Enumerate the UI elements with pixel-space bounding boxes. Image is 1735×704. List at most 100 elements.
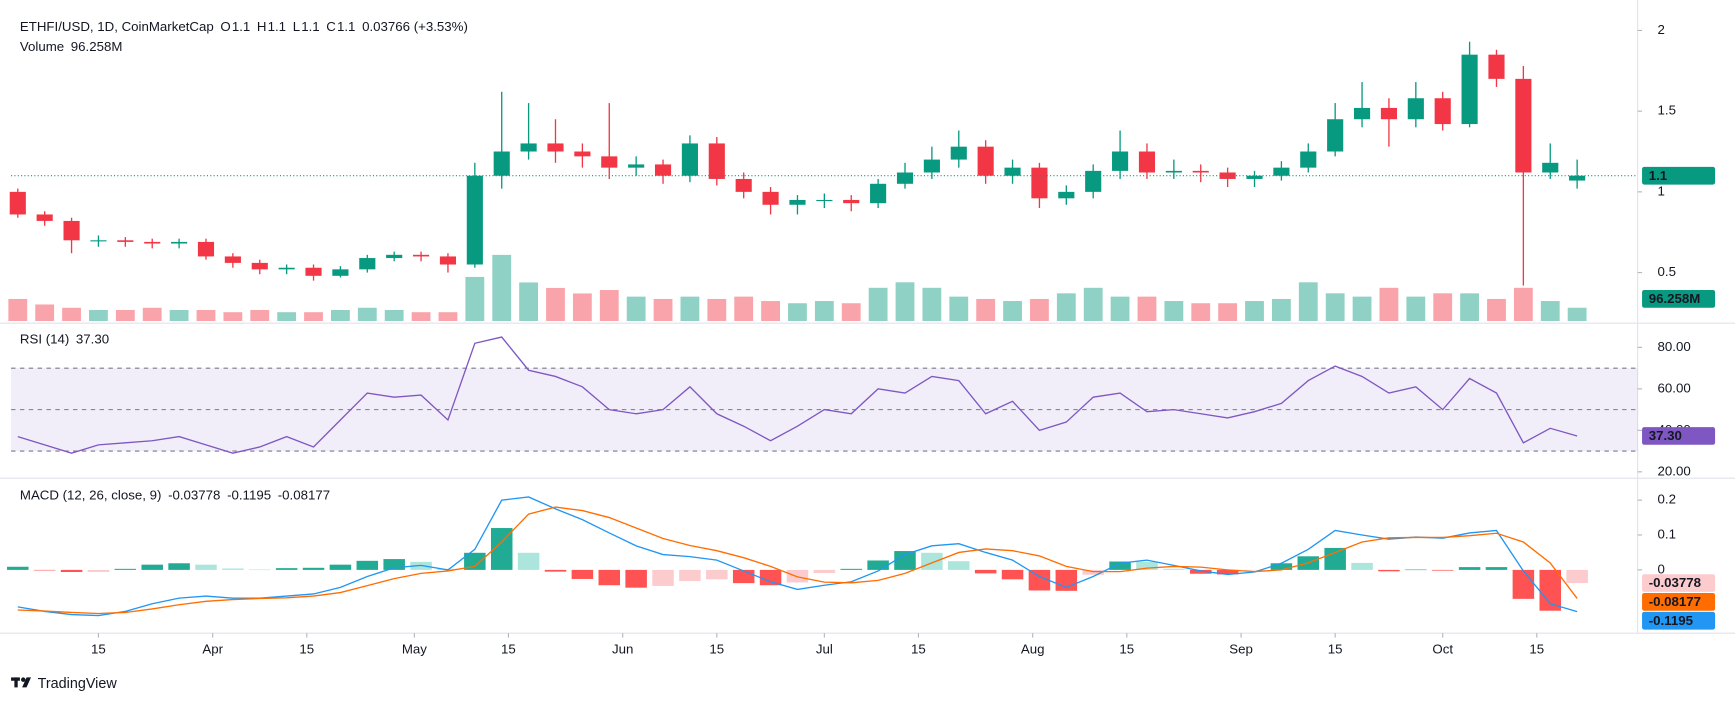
histogram-bar [168,563,190,570]
y-tick-label: 80.00 [1658,339,1691,354]
volume-bar [1245,301,1264,322]
volume-bar [411,312,431,322]
macd-line [17,496,1578,617]
y-tick-label: 0.5 [1658,264,1676,279]
volume-bar [1003,301,1022,322]
histogram-bar [1458,567,1481,570]
candle-body [1112,151,1129,171]
volume-bar [546,287,565,322]
ohlc-value: 1.1 [337,19,355,34]
candle-body [923,159,940,173]
candle-body [1407,98,1424,120]
histogram-bar [249,569,271,571]
volume-title: Volume [20,39,64,54]
volume-bar [895,282,915,322]
histogram-bar [356,560,379,570]
ohlc-key: C [326,19,336,34]
volume-bar [169,309,189,322]
volume-bar [115,309,135,322]
symbol: ETHFI/USD, 1D, CoinMarketCap [20,19,214,34]
y-tick-label: 0 [1658,561,1665,576]
x-tick-label: Sep [1229,641,1253,656]
histogram-bar [517,552,540,570]
volume-bar [8,298,28,322]
volume-bar [572,293,592,322]
volume-value: 96.258M [71,39,123,54]
volume-bar [1460,293,1480,322]
histogram-bar [571,569,594,579]
candle-body [9,191,26,215]
histogram-bar [490,528,513,570]
volume-bar [1379,287,1399,322]
x-tick-label: Aug [1021,641,1045,656]
candle-body [1327,119,1344,152]
y-tick-label: 0.1 [1658,527,1676,542]
histogram-bar [7,566,29,570]
macd-title: MACD (12, 26, close, 9) [20,487,162,502]
candle-body [896,172,914,184]
y-tick-label: 60.00 [1658,380,1691,395]
y-tick-label: 20.00 [1658,463,1691,478]
candle-body [63,220,80,241]
macd-badge: -0.1195 [1649,613,1694,628]
y-tick-label: 1 [1658,183,1665,198]
histogram-bar [948,561,970,570]
volume-bar [519,282,539,322]
rsi-badge-bg [1642,427,1716,445]
volume-bar [1083,287,1103,322]
volume-bar [841,303,861,322]
volume-bar [922,287,942,322]
candle-body [36,214,53,221]
histogram-bar [706,569,728,580]
volume-bar [1325,293,1345,322]
volume-bar [142,307,162,322]
candle-body [762,191,779,205]
candle-body [305,267,322,276]
macd-value: -0.1195 [227,487,271,502]
y-tick-label: 0.2 [1658,492,1676,507]
candle-body [681,143,698,176]
volume-bar [976,298,996,322]
y-tick-label: 2 [1658,22,1665,37]
volume-bar [788,303,807,322]
histogram-bar [464,552,486,570]
candle-body [1085,170,1102,192]
volume-bar [196,309,216,322]
volume-bar [1110,296,1130,322]
volume-bar [707,298,727,322]
candle-body [628,164,645,168]
volume-bar [680,296,700,322]
ohlc-key: L [293,19,300,34]
candle-body [547,143,564,152]
histogram-bar [921,552,943,570]
volume-bar [492,254,512,322]
ohlc-value: 1.1 [268,19,286,34]
volume-bar [1137,296,1157,322]
histogram-bar [60,569,83,572]
candle-body [735,178,752,192]
volume-bar [1433,293,1453,322]
volume-bar [653,298,673,322]
candle-body [386,254,403,259]
volume-bar [465,276,485,322]
histogram-bar [1485,567,1508,570]
candle-body [816,199,833,202]
histogram-bar [275,568,298,570]
histogram-value: -0.03778 [168,487,220,502]
candle-body [1542,162,1559,173]
volume-bar [331,309,350,322]
candle-body [117,240,134,242]
candle-body [1515,78,1532,173]
x-tick-label: Jun [612,641,633,656]
histogram-bar [141,564,163,570]
histogram-bar [33,569,56,571]
candle-body [789,199,806,205]
candle-body [1380,107,1398,120]
histogram-bar [894,551,916,570]
volume-badge-bg [1642,290,1716,308]
volume-bar [1056,293,1076,322]
volume-bar [438,312,458,322]
volume-bar [1513,287,1533,322]
candle-body [1031,167,1048,199]
